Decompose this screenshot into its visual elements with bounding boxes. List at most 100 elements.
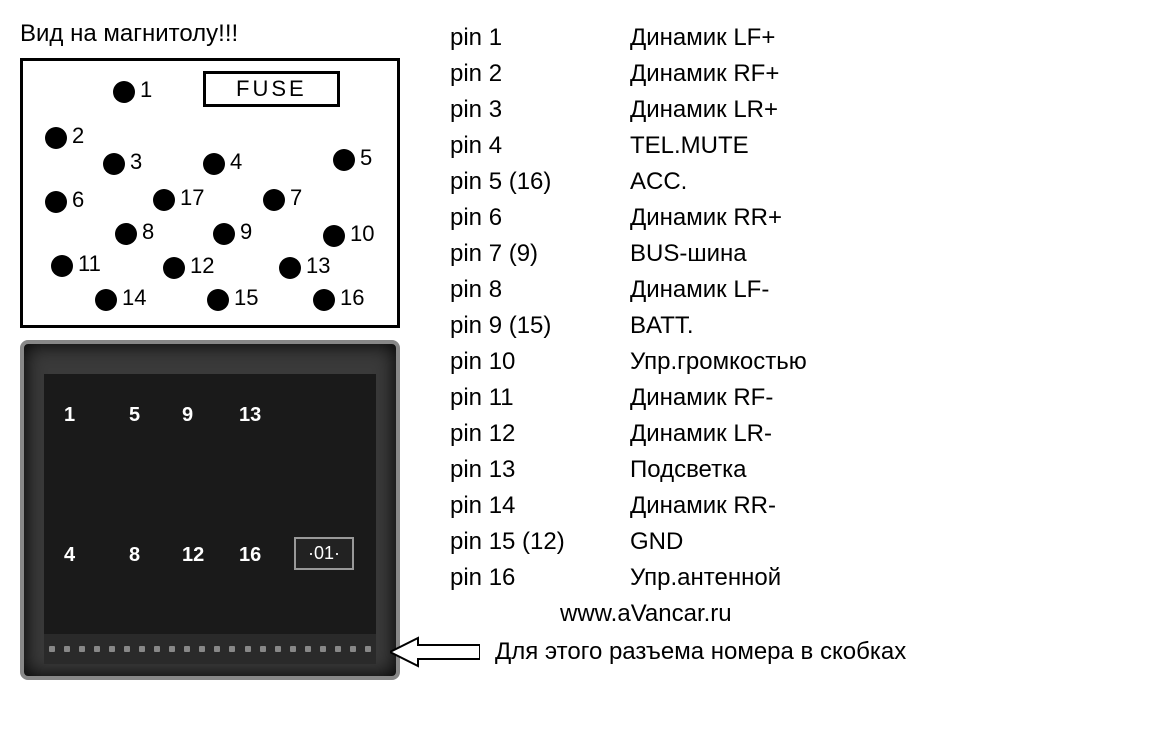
strip-dot — [245, 646, 251, 652]
strip-dot — [260, 646, 266, 652]
pinout-value: BATT. — [630, 308, 1150, 344]
main-container: Вид на магнитолу!!! FUSE1234561778910111… — [20, 20, 1150, 680]
pinout-row: pin 15 (12)GND — [450, 524, 1150, 560]
pin-label-11: 11 — [78, 251, 101, 277]
connector-pin-5: 5 — [129, 404, 140, 427]
pin-label-3: 3 — [130, 149, 142, 175]
left-column: Вид на магнитолу!!! FUSE1234561778910111… — [20, 20, 420, 680]
strip-dot — [199, 646, 205, 652]
pinout-key: pin 3 — [450, 92, 630, 128]
strip-dot — [305, 646, 311, 652]
website-url: www.aVancar.ru — [560, 600, 1150, 628]
pinout-key: pin 6 — [450, 200, 630, 236]
pinout-value: Динамик LF+ — [630, 20, 1150, 56]
pinout-row: pin 8Динамик LF- — [450, 272, 1150, 308]
connector-pin-1: 1 — [64, 404, 75, 427]
connector-pin-13: 13 — [239, 404, 261, 427]
pinout-key: pin 15 (12) — [450, 524, 630, 560]
pinout-key: pin 16 — [450, 560, 630, 596]
connector-pin-8: 8 — [129, 544, 140, 567]
pin-dot-9 — [213, 223, 235, 245]
strip-dot — [214, 646, 220, 652]
strip-dot — [290, 646, 296, 652]
pinout-row: pin 14Динамик RR- — [450, 488, 1150, 524]
pin-dot-2 — [45, 127, 67, 149]
pin-dot-5 — [333, 149, 355, 171]
pinout-key: pin 14 — [450, 488, 630, 524]
pin-dot-7 — [263, 189, 285, 211]
pin-label-1: 1 — [140, 77, 152, 103]
connector-bottom-strip — [44, 634, 376, 664]
strip-dot — [365, 646, 371, 652]
pin-label-12: 12 — [190, 253, 214, 279]
pin-dot-14 — [95, 289, 117, 311]
pin-label-17: 17 — [180, 185, 204, 211]
strip-dot — [229, 646, 235, 652]
strip-dot — [64, 646, 70, 652]
pinout-value: Динамик RR- — [630, 488, 1150, 524]
strip-dot — [320, 646, 326, 652]
pinout-row: pin 2Динамик RF+ — [450, 56, 1150, 92]
strip-dot — [275, 646, 281, 652]
pinout-value: Динамик RF+ — [630, 56, 1150, 92]
connector-photo: 15913481216·01· — [20, 340, 400, 680]
strip-dot — [154, 646, 160, 652]
connector-pin-16: 16 — [239, 544, 261, 567]
arrow-left-icon — [390, 636, 480, 668]
strip-dot — [169, 646, 175, 652]
pin-dot-15 — [207, 289, 229, 311]
pinout-key: pin 1 — [450, 20, 630, 56]
connector-inner — [44, 374, 376, 646]
pinout-key: pin 7 (9) — [450, 236, 630, 272]
strip-dot — [79, 646, 85, 652]
pin-dot-8 — [115, 223, 137, 245]
pinout-value: Подсветка — [630, 452, 1150, 488]
bracket-note: Для этого разъема номера в скобках — [495, 638, 906, 666]
pinout-value: TEL.MUTE — [630, 128, 1150, 164]
fuse-label-box: FUSE — [203, 71, 340, 107]
pinout-row: pin 3Динамик LR+ — [450, 92, 1150, 128]
pinout-value: Динамик LR- — [630, 416, 1150, 452]
pin-label-5: 5 — [360, 145, 372, 171]
pinout-key: pin 10 — [450, 344, 630, 380]
pinout-row: pin 1Динамик LF+ — [450, 20, 1150, 56]
pinout-row: pin 13Подсветка — [450, 452, 1150, 488]
pinout-value: ACC. — [630, 164, 1150, 200]
connector-pin-4: 4 — [64, 544, 75, 567]
pinout-key: pin 8 — [450, 272, 630, 308]
pinout-key: pin 5 (16) — [450, 164, 630, 200]
pinout-key: pin 11 — [450, 380, 630, 416]
pinout-key: pin 2 — [450, 56, 630, 92]
pinout-row: pin 11Динамик RF- — [450, 380, 1150, 416]
pin-label-8: 8 — [142, 219, 154, 245]
pin-diagram: FUSE1234561778910111213141516 — [20, 58, 400, 328]
connector-pin-12: 12 — [182, 544, 204, 567]
pin-dot-6 — [45, 191, 67, 213]
pinout-key: pin 4 — [450, 128, 630, 164]
strip-dot — [139, 646, 145, 652]
pinout-value: Динамик RR+ — [630, 200, 1150, 236]
pinout-row: pin 6Динамик RR+ — [450, 200, 1150, 236]
pin-label-6: 6 — [72, 187, 84, 213]
pinout-value: Упр.громкостью — [630, 344, 1150, 380]
pin-dot-12 — [163, 257, 185, 279]
connector-fuse-marker: ·01· — [294, 537, 354, 570]
pin-label-13: 13 — [306, 253, 330, 279]
pin-label-7: 7 — [290, 185, 302, 211]
pin-dot-10 — [323, 225, 345, 247]
pin-label-9: 9 — [240, 219, 252, 245]
strip-dot — [49, 646, 55, 652]
page-title: Вид на магнитолу!!! — [20, 20, 420, 48]
pinout-value: BUS-шина — [630, 236, 1150, 272]
strip-dot — [124, 646, 130, 652]
strip-dot — [94, 646, 100, 652]
pinout-value: Упр.антенной — [630, 560, 1150, 596]
strip-dot — [184, 646, 190, 652]
pin-label-2: 2 — [72, 123, 84, 149]
pin-label-14: 14 — [122, 285, 146, 311]
pinout-row: pin 7 (9)BUS-шина — [450, 236, 1150, 272]
strip-dot — [109, 646, 115, 652]
pinout-table: pin 1Динамик LF+pin 2Динамик RF+pin 3Дин… — [450, 20, 1150, 596]
pinout-key: pin 9 (15) — [450, 308, 630, 344]
pinout-value: GND — [630, 524, 1150, 560]
